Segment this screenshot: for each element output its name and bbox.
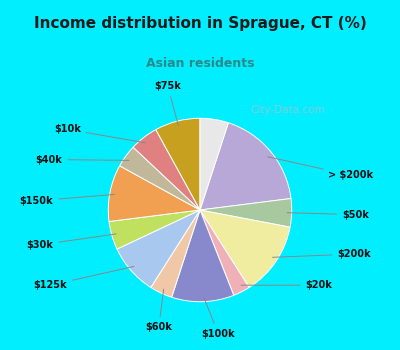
- Wedge shape: [172, 210, 234, 302]
- Wedge shape: [200, 118, 228, 210]
- Text: $50k: $50k: [287, 210, 369, 219]
- Text: > $200k: > $200k: [268, 157, 374, 180]
- Wedge shape: [156, 118, 200, 210]
- Text: Asian residents: Asian residents: [146, 57, 254, 70]
- Text: $20k: $20k: [241, 280, 332, 290]
- Wedge shape: [200, 198, 292, 227]
- Wedge shape: [151, 210, 200, 297]
- Wedge shape: [200, 123, 291, 210]
- Text: $30k: $30k: [26, 234, 116, 250]
- Wedge shape: [109, 210, 200, 249]
- Wedge shape: [120, 147, 200, 210]
- Text: $75k: $75k: [154, 81, 181, 126]
- Wedge shape: [133, 130, 200, 210]
- Text: $100k: $100k: [202, 297, 235, 339]
- Text: Income distribution in Sprague, CT (%): Income distribution in Sprague, CT (%): [34, 16, 366, 30]
- Text: $40k: $40k: [36, 155, 129, 164]
- Text: City-Data.com: City-Data.com: [251, 105, 325, 115]
- Text: $200k: $200k: [272, 249, 371, 259]
- Text: $150k: $150k: [20, 194, 114, 206]
- Wedge shape: [200, 210, 249, 295]
- Wedge shape: [117, 210, 200, 287]
- Text: $60k: $60k: [145, 289, 172, 332]
- Text: $125k: $125k: [33, 266, 134, 290]
- Wedge shape: [200, 210, 290, 287]
- Wedge shape: [108, 166, 200, 222]
- Text: $10k: $10k: [54, 124, 146, 143]
